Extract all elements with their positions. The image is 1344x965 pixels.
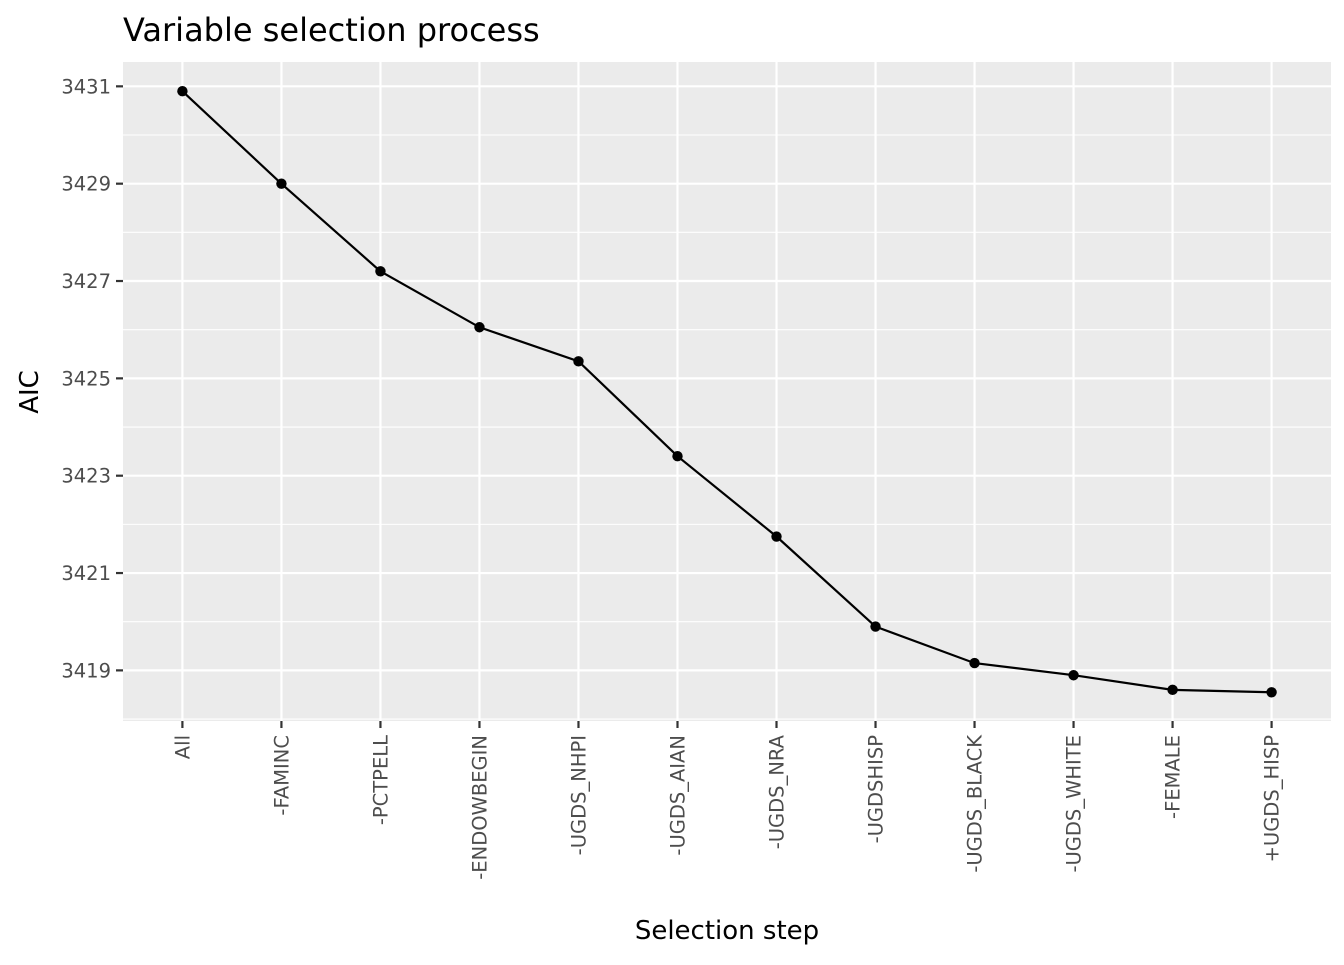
data-point — [1266, 687, 1277, 698]
x-tick-label: -UGDS_WHITE — [1063, 735, 1086, 873]
plot-panel — [123, 62, 1331, 721]
data-point — [276, 178, 287, 189]
x-tick-label: -UGDS_AIAN — [666, 735, 689, 856]
x-tick-label: -FAMINC — [270, 735, 293, 816]
series-line — [181, 90, 1272, 694]
y-tick-label: 3419 — [61, 659, 111, 682]
data-point — [1068, 670, 1079, 681]
series-aic — [177, 86, 1277, 698]
x-tick-label: -UGDS_NRA — [766, 734, 789, 849]
x-axis: All -FAMINC -PCTPELL -ENDOWBEGIN -UGDS_NHPI -… — [171, 721, 1284, 880]
data-point — [870, 621, 881, 632]
y-tick-label: 3429 — [61, 173, 111, 196]
grid-major — [123, 62, 1331, 721]
y-axis: 3419 3421 3423 3425 3427 3429 3431 — [61, 75, 123, 682]
x-tick-label: -ENDOWBEGIN — [468, 735, 491, 880]
y-tick-label: 3431 — [61, 75, 111, 98]
x-axis-title: Selection step — [635, 916, 819, 946]
x-tick-label: -UGDS_NHPI — [567, 735, 590, 855]
y-tick-label: 3425 — [61, 367, 111, 390]
grid-minor — [123, 134, 1331, 720]
y-tick-label: 3421 — [61, 562, 111, 585]
x-tick-label: +UGDS_HISP — [1261, 735, 1284, 863]
data-point — [672, 451, 683, 462]
data-point — [177, 86, 188, 97]
data-point — [1167, 684, 1178, 696]
data-point — [771, 531, 782, 542]
y-tick-label: 3427 — [61, 270, 111, 293]
data-point — [375, 266, 386, 277]
y-axis-title: AIC — [15, 370, 45, 414]
x-tick-label: -FEMALE — [1162, 735, 1185, 819]
x-tick-label: -UGDSHISP — [865, 735, 888, 844]
x-tick-label: -PCTPELL — [369, 735, 392, 825]
chart-title: Variable selection process — [123, 11, 540, 49]
data-point — [573, 356, 584, 367]
x-tick-label: All — [171, 735, 194, 759]
data-point — [474, 322, 485, 333]
data-point — [969, 657, 980, 669]
x-tick-label: -UGDS_BLACK — [964, 734, 987, 873]
y-tick-label: 3423 — [61, 465, 111, 488]
